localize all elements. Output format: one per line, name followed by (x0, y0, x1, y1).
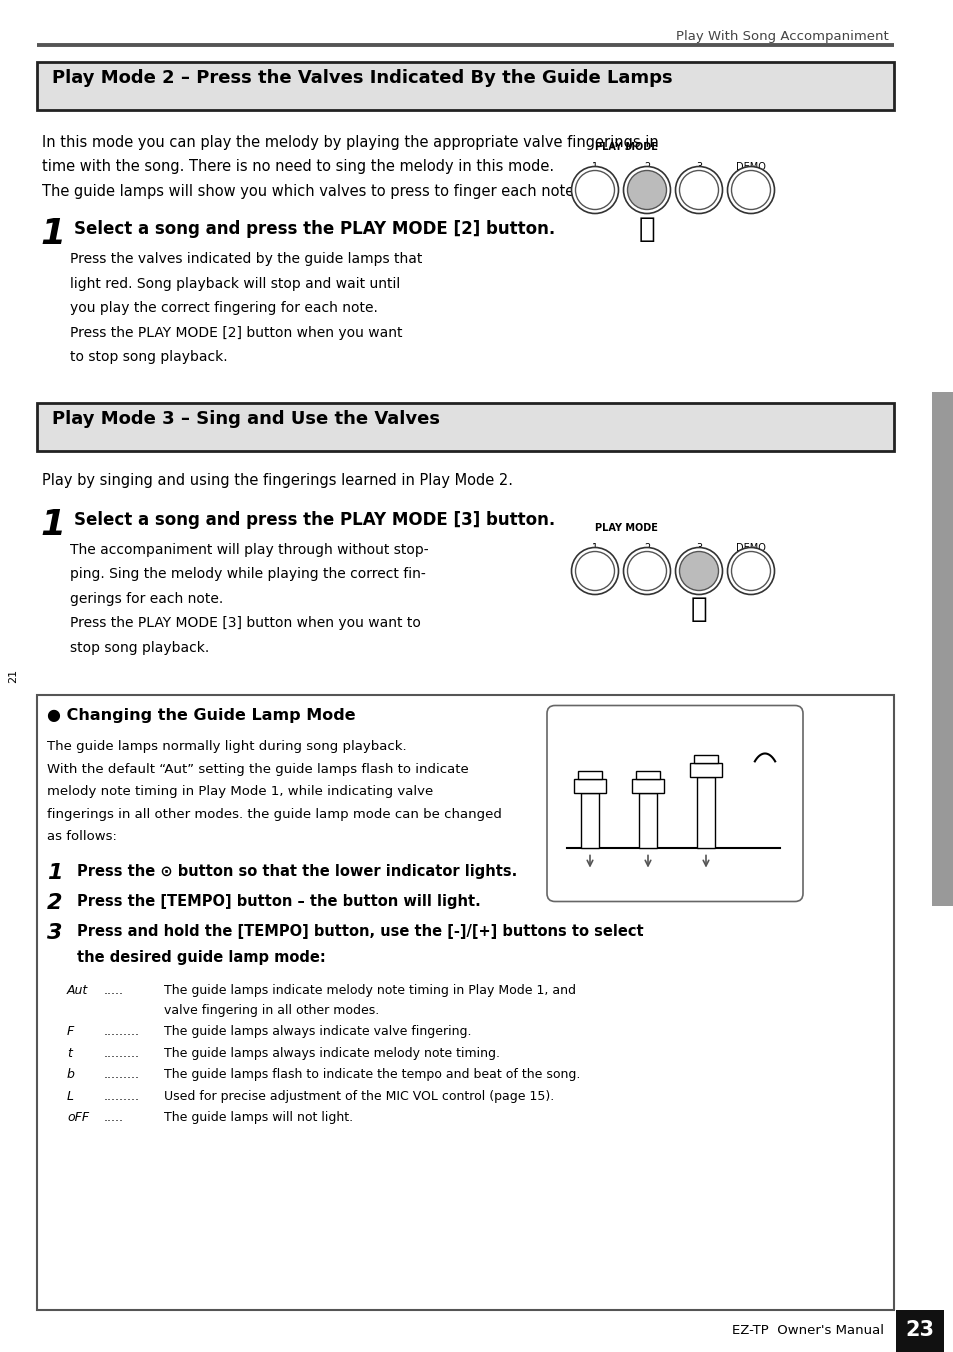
Bar (574, 780, 605, 794)
Text: PLAY MODE: PLAY MODE (595, 142, 658, 151)
Circle shape (623, 166, 670, 214)
Text: In this mode you can play the melody by playing the appropriate valve fingerings: In this mode you can play the melody by … (42, 135, 659, 150)
Text: Play Mode 3 – Sing and Use the Valves: Play Mode 3 – Sing and Use the Valves (52, 410, 439, 429)
Text: The guide lamps normally light during song playback.: The guide lamps normally light during so… (47, 741, 406, 753)
Text: stop song playback.: stop song playback. (70, 641, 209, 654)
Bar (580, 794, 598, 849)
Text: ● Changing the Guide Lamp Mode: ● Changing the Guide Lamp Mode (47, 708, 355, 723)
Text: .........: ......... (104, 1026, 140, 1038)
Text: The guide lamps will not light.: The guide lamps will not light. (164, 1111, 353, 1125)
Text: melody note timing in Play Mode 1, while indicating valve: melody note timing in Play Mode 1, while… (47, 786, 433, 799)
Text: Aut: Aut (67, 984, 89, 996)
FancyBboxPatch shape (37, 62, 893, 110)
Text: 2: 2 (643, 544, 649, 553)
Text: t: t (67, 1046, 71, 1060)
Bar (895, 1310, 943, 1352)
Text: DEMO: DEMO (736, 544, 765, 553)
Circle shape (679, 552, 718, 591)
Circle shape (627, 552, 666, 591)
Text: PLAY MODE: PLAY MODE (595, 523, 658, 533)
Circle shape (627, 170, 666, 210)
Circle shape (575, 552, 614, 591)
Text: With the default “Aut” setting the guide lamps flash to indicate: With the default “Aut” setting the guide… (47, 763, 468, 776)
Text: The guide lamps will show you which valves to press to finger each note.: The guide lamps will show you which valv… (42, 184, 578, 199)
Circle shape (679, 170, 718, 210)
Circle shape (731, 170, 770, 210)
Text: DEMO: DEMO (736, 162, 765, 172)
Text: .....: ..... (104, 984, 124, 996)
Text: F: F (67, 1026, 74, 1038)
Circle shape (675, 548, 721, 595)
Circle shape (623, 548, 670, 595)
Circle shape (571, 166, 618, 214)
Text: .........: ......... (104, 1068, 140, 1082)
Text: fingerings in all other modes. the guide lamp mode can be changed: fingerings in all other modes. the guide… (47, 808, 501, 821)
Bar (931, 392, 953, 906)
Text: 1: 1 (591, 544, 598, 553)
Text: 1: 1 (47, 863, 63, 883)
Text: valve fingering in all other modes.: valve fingering in all other modes. (164, 1005, 379, 1017)
Text: 23: 23 (904, 1320, 934, 1340)
Text: The guide lamps always indicate valve fingering.: The guide lamps always indicate valve fi… (164, 1026, 471, 1038)
Bar (578, 772, 601, 780)
Text: Press and hold the [TEMPO] button, use the [-]/[+] buttons to select: Press and hold the [TEMPO] button, use t… (77, 923, 643, 940)
Text: The guide lamps always indicate melody note timing.: The guide lamps always indicate melody n… (164, 1046, 499, 1060)
Text: 👉: 👉 (690, 595, 706, 623)
Circle shape (727, 166, 774, 214)
Text: Press the PLAY MODE [3] button when you want to: Press the PLAY MODE [3] button when you … (70, 617, 420, 630)
Text: The guide lamps flash to indicate the tempo and beat of the song.: The guide lamps flash to indicate the te… (164, 1068, 579, 1082)
Text: Select a song and press the PLAY MODE [2] button.: Select a song and press the PLAY MODE [2… (74, 220, 555, 238)
Bar (693, 754, 718, 763)
Circle shape (727, 548, 774, 595)
FancyBboxPatch shape (37, 695, 893, 1310)
Circle shape (675, 166, 721, 214)
Text: 1: 1 (40, 218, 65, 251)
Text: ping. Sing the melody while playing the correct fin-: ping. Sing the melody while playing the … (70, 568, 425, 581)
Text: Press the ⊙ button so that the lower indicator lights.: Press the ⊙ button so that the lower ind… (77, 864, 517, 879)
Text: Play by singing and using the fingerings learned in Play Mode 2.: Play by singing and using the fingerings… (42, 473, 513, 488)
Circle shape (575, 170, 614, 210)
FancyBboxPatch shape (546, 706, 802, 902)
Text: Press the valves indicated by the guide lamps that: Press the valves indicated by the guide … (70, 253, 422, 266)
Text: as follows:: as follows: (47, 830, 117, 844)
Text: Press the PLAY MODE [2] button when you want: Press the PLAY MODE [2] button when you … (70, 326, 402, 339)
Text: b: b (67, 1068, 74, 1082)
Bar (631, 780, 663, 794)
Text: light red. Song playback will stop and wait until: light red. Song playback will stop and w… (70, 277, 400, 291)
Text: 1: 1 (40, 508, 65, 542)
Text: 21: 21 (8, 669, 18, 683)
Text: 3: 3 (47, 923, 63, 942)
Text: Press the [TEMPO] button – the button will light.: Press the [TEMPO] button – the button wi… (77, 894, 480, 909)
Text: 2: 2 (47, 894, 63, 913)
FancyBboxPatch shape (37, 403, 893, 452)
Circle shape (731, 552, 770, 591)
Bar (636, 772, 659, 780)
Text: Play With Song Accompaniment: Play With Song Accompaniment (676, 30, 888, 43)
Text: 2: 2 (643, 162, 649, 172)
Circle shape (571, 548, 618, 595)
Text: .........: ......... (104, 1090, 140, 1103)
Text: .........: ......... (104, 1046, 140, 1060)
Bar (639, 794, 657, 849)
Text: Play Mode 2 – Press the Valves Indicated By the Guide Lamps: Play Mode 2 – Press the Valves Indicated… (52, 69, 672, 87)
Text: Select a song and press the PLAY MODE [3] button.: Select a song and press the PLAY MODE [3… (74, 511, 555, 529)
Bar (697, 777, 714, 849)
Text: EZ-TP  Owner's Manual: EZ-TP Owner's Manual (731, 1324, 883, 1337)
Bar (689, 763, 721, 777)
Text: 3: 3 (695, 162, 701, 172)
Text: .....: ..... (104, 1111, 124, 1125)
Text: Used for precise adjustment of the MIC VOL control (page 15).: Used for precise adjustment of the MIC V… (164, 1090, 554, 1103)
Text: oFF: oFF (67, 1111, 89, 1125)
Text: 1: 1 (591, 162, 598, 172)
Text: L: L (67, 1090, 74, 1103)
Text: gerings for each note.: gerings for each note. (70, 592, 223, 606)
Text: the desired guide lamp mode:: the desired guide lamp mode: (77, 950, 325, 965)
Text: to stop song playback.: to stop song playback. (70, 350, 228, 365)
Text: 👉: 👉 (638, 215, 655, 242)
Text: The guide lamps indicate melody note timing in Play Mode 1, and: The guide lamps indicate melody note tim… (164, 984, 576, 996)
Text: 3: 3 (695, 544, 701, 553)
Text: you play the correct fingering for each note.: you play the correct fingering for each … (70, 301, 377, 315)
Text: The accompaniment will play through without stop-: The accompaniment will play through with… (70, 544, 428, 557)
Text: time with the song. There is no need to sing the melody in this mode.: time with the song. There is no need to … (42, 160, 554, 174)
